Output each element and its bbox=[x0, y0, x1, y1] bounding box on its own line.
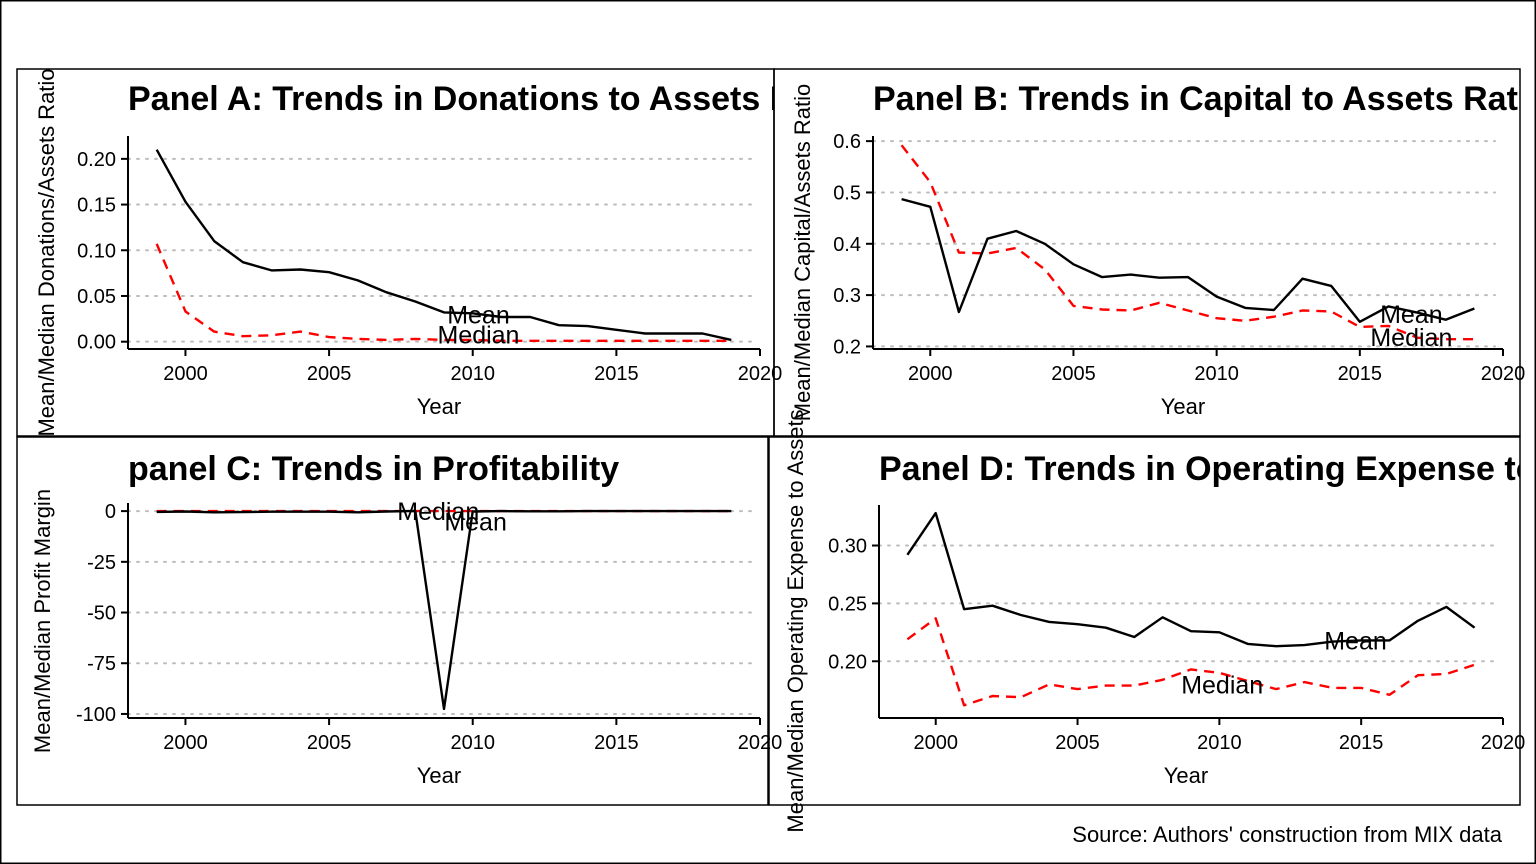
y-axis-label: Mean/Median Donations/Assets Ratio bbox=[34, 68, 59, 436]
x-tick-label: 2005 bbox=[1055, 732, 1100, 754]
x-tick-label: 2010 bbox=[450, 732, 495, 754]
series-label-median: Median bbox=[1370, 324, 1452, 352]
x-tick-label: 2015 bbox=[1339, 732, 1384, 754]
panels: Panel A: Trends in Donations to Assets R… bbox=[16, 68, 1536, 833]
panel-title-group: panel C: Trends in Profitability bbox=[128, 450, 619, 488]
series-label-median: Median bbox=[397, 498, 479, 526]
panel-title: Panel B: Trends in Capital to Assets Rat… bbox=[873, 80, 1536, 118]
y-tick-label: 0.05 bbox=[77, 286, 116, 308]
series-label-mean: Mean bbox=[1380, 301, 1443, 329]
y-tick-label: -25 bbox=[87, 552, 116, 574]
series-line-mean bbox=[906, 511, 1476, 648]
panel-c: panel C: Trends in Profitability 0 -25 -50 -… bbox=[16, 436, 783, 806]
y-tick-label: -75 bbox=[87, 653, 116, 675]
y-tick-label: -100 bbox=[76, 704, 116, 726]
series-line-mean bbox=[901, 197, 1475, 323]
x-tick-label: 2020 bbox=[738, 732, 783, 754]
panel-title: Panel A: Trends in Donations to Assets R… bbox=[128, 80, 855, 118]
x-tick-label: 2020 bbox=[1481, 732, 1526, 754]
y-tick-label: 0 bbox=[105, 501, 116, 523]
y-tick-label: 0.00 bbox=[77, 332, 116, 354]
panel-frame bbox=[16, 436, 769, 806]
series-line-median bbox=[900, 144, 1475, 341]
series-label-mean: Mean bbox=[444, 508, 507, 536]
series-label-mean: Mean bbox=[1324, 627, 1387, 655]
x-tick-label: 2015 bbox=[1338, 363, 1383, 385]
panel-title-group: Panel D: Trends in Operating Expense to … bbox=[879, 450, 1536, 488]
x-tick-label: 2010 bbox=[1197, 732, 1242, 754]
panel-frame bbox=[768, 436, 1521, 806]
panel-title: panel C: Trends in Profitability bbox=[128, 450, 619, 488]
panel-frame bbox=[773, 68, 1521, 437]
y-tick-label: 0.30 bbox=[828, 536, 867, 558]
y-tick-label: 0.2 bbox=[833, 336, 861, 358]
y-axis-label: Mean/Median Profit Margin bbox=[30, 489, 55, 753]
y-axis-label: Mean/Median Capital/Assets Ratio bbox=[790, 84, 815, 422]
series-line-median bbox=[906, 617, 1475, 707]
series-line-mean bbox=[155, 149, 732, 342]
x-axis-label: Year bbox=[417, 394, 461, 419]
x-tick-label: 2005 bbox=[1051, 363, 1096, 385]
panel-title-group: Panel A: Trends in Donations to Assets R… bbox=[128, 80, 855, 118]
x-tick-label: 2010 bbox=[1194, 363, 1239, 385]
y-tick-label: 0.20 bbox=[828, 651, 867, 673]
panel-title-group: Panel B: Trends in Capital to Assets Rat… bbox=[873, 80, 1536, 118]
y-tick-label: 0.25 bbox=[828, 593, 867, 615]
y-tick-label: 0.20 bbox=[77, 149, 116, 171]
y-tick-label: 0.3 bbox=[833, 285, 861, 307]
y-tick-label: 0.5 bbox=[833, 182, 861, 204]
series-label-median: Median bbox=[1181, 671, 1263, 699]
series-line-mean bbox=[156, 509, 732, 711]
x-tick-label: 2000 bbox=[913, 732, 958, 754]
source-note: Source: Authors' construction from MIX d… bbox=[1072, 822, 1502, 847]
x-tick-label: 2000 bbox=[163, 732, 208, 754]
x-axis-label: Year bbox=[1161, 394, 1205, 419]
panel-a: Panel A: Trends in Donations to Assets R… bbox=[16, 68, 855, 437]
panel-title: Panel D: Trends in Operating Expense to … bbox=[879, 450, 1536, 488]
x-tick-label: 2000 bbox=[163, 363, 208, 385]
x-axis-label: Year bbox=[1164, 763, 1208, 788]
series-label-median: Median bbox=[437, 321, 519, 349]
x-tick-label: 2020 bbox=[1481, 363, 1526, 385]
x-tick-label: 2010 bbox=[450, 363, 495, 385]
panel-b: Panel B: Trends in Capital to Assets Rat… bbox=[773, 68, 1536, 437]
panel-d: Panel D: Trends in Operating Expense to … bbox=[768, 409, 1536, 833]
y-axis-label: Mean/Median Operating Expense to Assets bbox=[783, 409, 808, 832]
y-tick-label: 0.10 bbox=[77, 240, 116, 262]
x-tick-label: 2005 bbox=[307, 732, 352, 754]
x-axis-label: Year bbox=[417, 763, 461, 788]
x-tick-label: 2015 bbox=[594, 363, 639, 385]
x-tick-label: 2020 bbox=[738, 363, 783, 385]
y-tick-label: 0.4 bbox=[833, 234, 861, 256]
x-tick-label: 2015 bbox=[594, 732, 639, 754]
y-tick-label: -50 bbox=[87, 603, 116, 625]
x-tick-label: 2005 bbox=[307, 363, 352, 385]
x-tick-label: 2000 bbox=[908, 363, 953, 385]
series-line-median bbox=[155, 243, 732, 342]
y-tick-label: 0.6 bbox=[833, 131, 861, 153]
y-tick-label: 0.15 bbox=[77, 195, 116, 217]
series-label-mean: Mean bbox=[447, 301, 510, 329]
